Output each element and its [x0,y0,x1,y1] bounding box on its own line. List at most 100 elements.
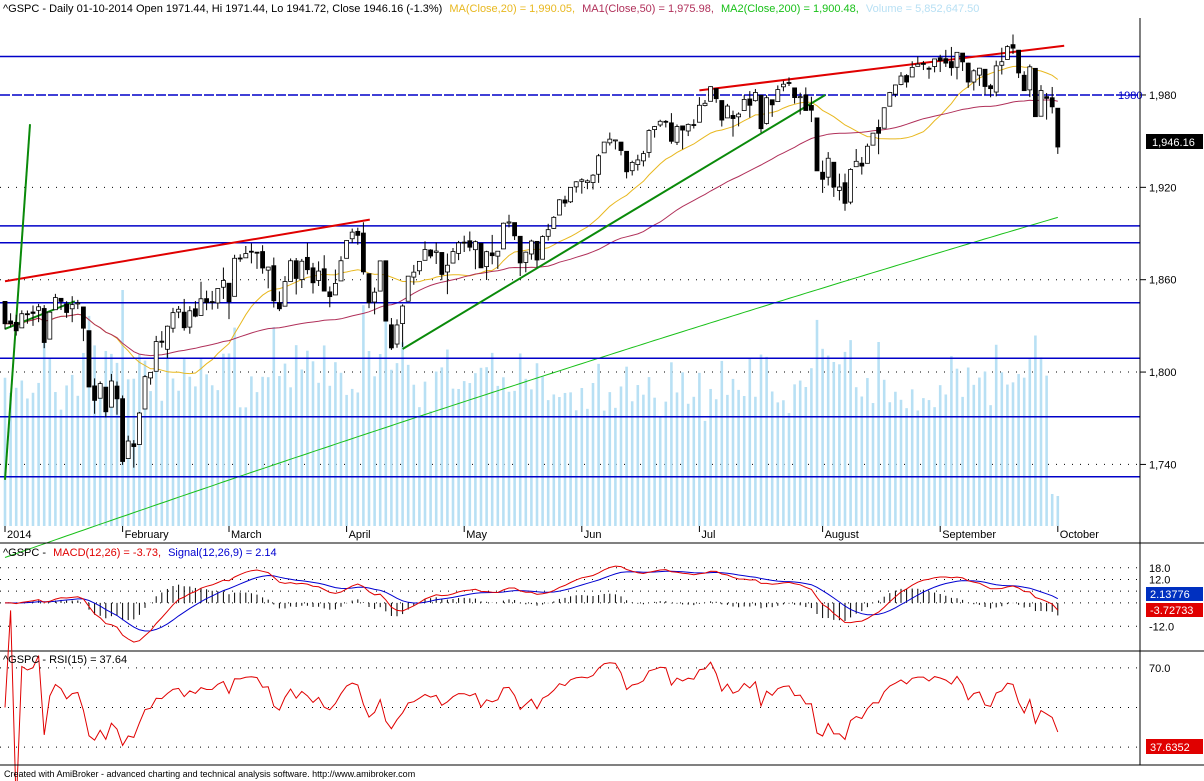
volume-bar [927,400,931,526]
volume-bar [894,391,897,526]
bull-candle-body [187,310,193,328]
bear-candle-body [204,298,210,304]
candle [618,141,624,156]
bear-candle-body [30,311,36,314]
candle [204,290,210,311]
macd-header-macd: MACD(12,26) = -3.73, [53,547,161,559]
bear-candle-body [8,320,14,325]
candle [86,330,92,388]
volume-bar [272,327,276,526]
bull-candle-body [265,266,271,271]
candle [596,153,601,183]
candle [769,99,775,117]
bear-candle-body [663,120,669,123]
bear-candle-body [237,257,243,260]
volume-bar [815,319,819,526]
volume-bar [530,389,533,526]
bull-candle-body [148,371,154,379]
volume-bar [434,371,438,526]
volume-bar [160,400,164,526]
volume-bar [300,369,304,526]
price-tick-label: 1,860 [1149,275,1177,287]
macd-value-tag: -3.72733 [1146,603,1203,617]
volume-bar [222,353,225,526]
bear-candle-body [904,75,909,83]
candle [299,258,305,289]
date-tick-label: September [942,529,996,541]
candle [276,291,282,312]
bear-candle-body [81,306,86,329]
candle [764,95,769,125]
rsi-panel[interactable]: 70.0 ^GSPC - RSI(15) = 37.64 37.6352 [0,610,1203,781]
date-tick-label: March [231,529,262,541]
candle [1033,67,1038,118]
volume-bar [703,420,707,526]
candle [708,86,713,102]
candle [237,254,243,262]
bull-candle-body [433,250,439,253]
candle [500,222,506,250]
bull-candle-body [697,104,702,123]
bull-candle-body [753,92,758,102]
candle [613,139,618,150]
volume-bar [541,376,544,526]
date-tick-label: Jun [584,529,602,541]
bear-candle-body [820,171,825,180]
bull-candle-body [540,236,545,260]
volume-bar [670,362,673,526]
volume-bar [149,391,152,526]
candle [646,129,652,158]
candle [825,152,831,186]
bear-candle-body [747,98,753,106]
rsi-tick-label: 70.0 [1149,663,1170,675]
volume-bar [1050,494,1054,526]
price-panel[interactable]: 1,980 1,920 1,860 1,800 1,740 2014 February Ma… [0,3,1203,558]
bear-candle-body [960,52,965,63]
bull-candle-body [657,120,663,126]
support-trendline [4,124,31,480]
candle [1010,34,1016,55]
volume-bar [765,356,768,526]
bull-candle-body [338,260,344,282]
volume-bar [250,376,253,526]
bear-candle-body [831,161,837,188]
bull-candle-body [977,67,982,76]
volume-bar [238,407,242,526]
horizontal-levels[interactable] [0,55,1140,478]
bull-candle-body [629,161,635,172]
bull-candle-body [299,260,305,280]
macd-panel[interactable]: 18.012.06.0-12.0 ^GSPC - MACD(12,26) = -… [0,547,1203,643]
volume-bar [731,378,735,526]
volume-bar [378,354,382,526]
candle [702,100,708,107]
bull-candle-body [1038,90,1044,117]
bull-candle-body [372,291,378,303]
volume-bar [1045,375,1048,526]
bull-candle-body [500,222,506,250]
bull-candle-body [400,305,406,324]
volume-bar [558,397,561,526]
bull-candle-body [416,260,422,272]
candle [993,60,999,97]
volume-bar [821,348,824,526]
candle [607,132,613,146]
candle [360,222,366,275]
bull-candle-body [288,260,294,282]
candle [2,301,8,330]
volume-bar [446,349,449,526]
bull-candle-body [909,67,915,78]
volume-bar [787,413,791,526]
candle [198,281,204,316]
bear-candle-body [276,302,282,310]
candle [344,239,350,259]
volume-bar [742,396,746,526]
volume-bar [658,415,662,526]
bull-candle-body [484,251,490,268]
header-ma200: MA2(Close,200) = 1,900.48, [721,3,859,15]
candle [243,245,249,259]
bear-candle-body [159,340,165,343]
candle [1055,107,1061,154]
volume-bar [350,388,354,526]
candle [898,72,904,86]
bear-candle-body [988,85,993,90]
